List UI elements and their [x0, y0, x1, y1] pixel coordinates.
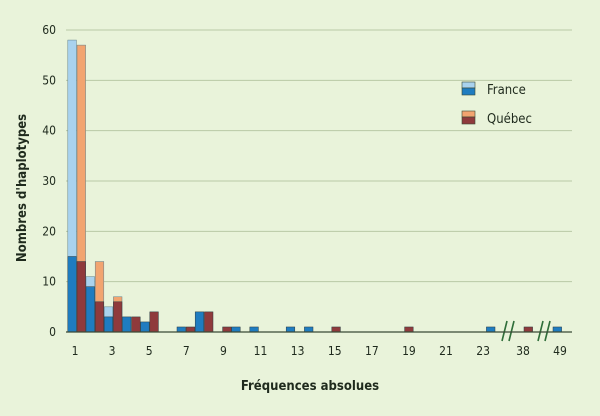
quebec-bar — [185, 326, 196, 333]
y-tick-label: 40 — [42, 124, 56, 138]
quebec-bar — [204, 311, 214, 333]
x-axis-title: Fréquences absolues — [241, 379, 379, 394]
france-bar — [285, 326, 296, 333]
axis-break-mark — [501, 320, 508, 342]
y-tick-label: 0 — [49, 325, 56, 339]
grid-lines — [66, 29, 572, 283]
france-bar — [552, 326, 562, 333]
x-tick-label: 49 — [553, 344, 567, 358]
quebec-bar — [131, 316, 141, 333]
y-tick-label: 30 — [42, 174, 56, 188]
france-bar — [486, 326, 496, 333]
france-bar — [176, 326, 186, 333]
legend-swatch-quebec — [461, 116, 476, 125]
quebec-bar — [94, 301, 105, 333]
axis-break-mark — [508, 320, 515, 342]
quebec-bar — [222, 326, 232, 333]
x-tick-label: 15 — [328, 344, 342, 358]
quebec-bar — [76, 261, 86, 333]
quebec-bar — [149, 311, 159, 333]
legend-swatch-quebec-light — [461, 110, 476, 118]
legend-label: France — [487, 83, 526, 98]
x-tick-labels: 1 3 5 7 9 11 13 15 17 19 21 23 38 49 — [72, 344, 567, 358]
quebec-bar — [331, 326, 341, 333]
x-tick-label: 19 — [402, 344, 416, 358]
x-tick-label: 1 — [72, 344, 79, 358]
france-bar — [304, 326, 314, 333]
y-axis-title: Nombres d'haplotypes — [15, 114, 30, 262]
axis-break-mark — [537, 320, 544, 342]
y-tick-label: 50 — [42, 73, 56, 87]
x-tick-label: 17 — [365, 344, 379, 358]
france-bar — [67, 256, 77, 333]
france-bar — [249, 326, 259, 333]
y-tick-label: 20 — [42, 224, 56, 238]
legend: France Québec — [461, 81, 532, 127]
x-tick-label: 9 — [220, 344, 227, 358]
france-bar — [103, 316, 114, 333]
x-tick-label: 5 — [146, 344, 153, 358]
y-tick-label: 60 — [42, 23, 56, 37]
france-bar — [122, 316, 132, 333]
x-tick-label: 38 — [516, 344, 530, 358]
x-tick-label: 7 — [183, 344, 190, 358]
legend-label: Québec — [487, 112, 532, 127]
france-bar — [231, 326, 241, 333]
france-bar — [194, 311, 205, 333]
y-tick-labels: 0 10 20 30 40 50 60 — [42, 23, 56, 339]
x-tick-label: 3 — [109, 344, 116, 358]
x-tick-label: 13 — [291, 344, 305, 358]
y-tick-label: 10 — [42, 275, 56, 289]
legend-swatch-france — [461, 87, 476, 96]
legend-swatch-france-light — [461, 81, 476, 89]
quebec-bar — [523, 326, 533, 333]
france-bar — [85, 286, 95, 333]
x-tick-label: 11 — [254, 344, 268, 358]
axis-break-mark — [544, 320, 551, 342]
x-tick-label: 23 — [476, 344, 490, 358]
quebec-bar — [404, 326, 414, 333]
x-tick-label: 21 — [439, 344, 453, 358]
france-bar — [140, 321, 150, 333]
quebec-bar — [113, 301, 123, 333]
